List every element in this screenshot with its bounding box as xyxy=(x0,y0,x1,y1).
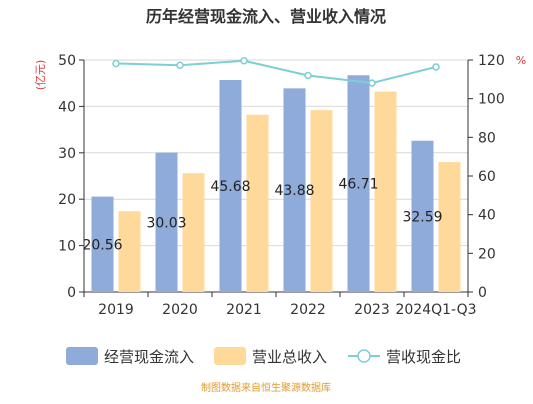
ratio-point xyxy=(304,71,312,80)
bars xyxy=(91,75,461,293)
legend-swatch-revenue xyxy=(214,347,246,365)
revenue-bar xyxy=(374,91,397,292)
cash-inflow-value-label: 20.56 xyxy=(82,237,122,253)
left-tick-label: 10 xyxy=(58,239,76,255)
cash-inflow-bar xyxy=(91,196,114,292)
cash-inflow-value-label: 45.68 xyxy=(210,179,250,195)
data-source-note: 制图数据来自恒生聚源数据库 xyxy=(201,381,331,394)
x-tick-label: 2019 xyxy=(98,302,134,318)
ratio-point xyxy=(176,61,184,69)
gridlines xyxy=(84,59,468,293)
right-tick-label: 100 xyxy=(478,92,505,108)
left-tick-label: 30 xyxy=(58,146,76,162)
legend: 经营现金流入 营业总收入 营收现金比 xyxy=(66,347,461,366)
revenue-bar xyxy=(118,211,141,292)
legend-swatch-ratio-marker xyxy=(357,349,371,363)
cash-inflow-value-label: 46.71 xyxy=(338,177,378,193)
revenue-bar xyxy=(438,162,461,292)
right-tick-label: 0 xyxy=(478,285,487,301)
x-tick-label: 2024Q1-Q3 xyxy=(395,302,476,318)
ratio-point xyxy=(240,57,248,65)
cash-inflow-bar xyxy=(347,75,370,293)
cash-inflow-value-label: 43.88 xyxy=(274,183,314,199)
left-tick-label: 0 xyxy=(67,285,76,301)
cash-inflow-bar xyxy=(411,140,434,292)
left-tick-label: 40 xyxy=(58,99,76,115)
right-tick-label: 60 xyxy=(478,169,496,185)
left-axis-unit-label: (亿元) xyxy=(34,60,47,91)
cash-inflow-value-label: 32.59 xyxy=(402,209,442,225)
legend-label-cash-inflow: 经营现金流入 xyxy=(104,348,194,366)
legend-label-revenue: 营业总收入 xyxy=(252,348,327,366)
chart-title: 历年经营现金流入、营业收入情况 xyxy=(146,7,386,26)
cash-inflow-bar xyxy=(283,88,306,292)
right-tick-label: 120 xyxy=(478,53,505,69)
x-tick-label: 2021 xyxy=(226,302,262,318)
cash-inflow-value-label: 30.03 xyxy=(146,215,186,231)
axes: 0 10 20 30 40 50 0 20 40 60 80 100 120 2019 2020 2021 20… xyxy=(58,53,505,318)
ratio-point xyxy=(432,63,440,71)
ratio-line xyxy=(112,57,440,87)
revenue-bar xyxy=(182,173,205,292)
left-tick-label: 20 xyxy=(58,192,76,208)
revenue-bar xyxy=(310,110,333,292)
cash-inflow-bar xyxy=(155,152,178,292)
cash-inflow-bar xyxy=(219,79,242,292)
right-tick-label: 40 xyxy=(478,208,496,224)
revenue-bar xyxy=(246,114,269,292)
x-tick-label: 2023 xyxy=(354,302,390,318)
ratio-point xyxy=(368,79,376,87)
ratio-line-path xyxy=(115,59,437,85)
right-tick-label: 20 xyxy=(478,246,496,262)
right-axis-unit-label: % xyxy=(516,54,526,67)
legend-label-ratio: 营收现金比 xyxy=(386,348,461,366)
data-labels: 20.56 30.03 45.68 43.88 46.71 32.59 xyxy=(82,177,442,254)
left-tick-label: 50 xyxy=(58,53,76,69)
ratio-point xyxy=(112,59,120,68)
x-tick-label: 2022 xyxy=(290,302,326,318)
right-tick-label: 80 xyxy=(478,130,496,146)
legend-swatch-cash-inflow xyxy=(66,347,98,365)
x-tick-label: 2020 xyxy=(162,302,198,318)
